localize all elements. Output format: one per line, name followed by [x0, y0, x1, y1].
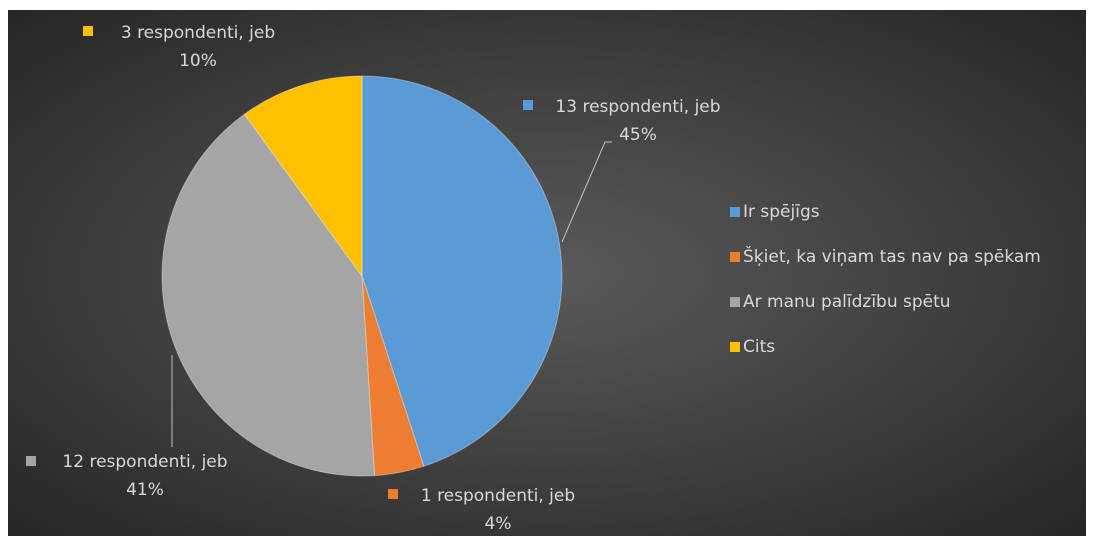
chart-svg [161, 75, 612, 477]
label-swatch [83, 26, 93, 36]
legend-label: Šķiet, ka viņam tas nav pa spēkam [743, 247, 1041, 267]
legend-swatch [730, 342, 740, 352]
label-swatch [523, 100, 533, 110]
chart: 13 respondenti, jeb 45% 1 respondenti, je… [8, 10, 1086, 536]
legend-swatch [730, 252, 740, 262]
legend-swatch [730, 297, 740, 307]
label-swatch [26, 456, 36, 466]
pie-slice [243, 75, 363, 278]
leader-line [561, 141, 612, 243]
data-label: 1 respondenti, jeb 4% [420, 486, 576, 534]
data-label: 3 respondenti, jeb 10% [120, 23, 276, 71]
data-label: 12 respondenti, jeb 41% [62, 452, 228, 500]
label-swatch [388, 489, 398, 499]
legend-label: Cits [743, 337, 776, 357]
pie-slice [161, 113, 376, 477]
pie-slice [361, 275, 425, 477]
pie-slice [361, 75, 563, 467]
data-label: 13 respondenti, jeb 45% [555, 97, 721, 145]
legend-swatch [730, 207, 740, 217]
legend-label: Ar manu palīdzību spētu [743, 292, 951, 312]
legend-label: Ir spējīgs [743, 202, 820, 222]
